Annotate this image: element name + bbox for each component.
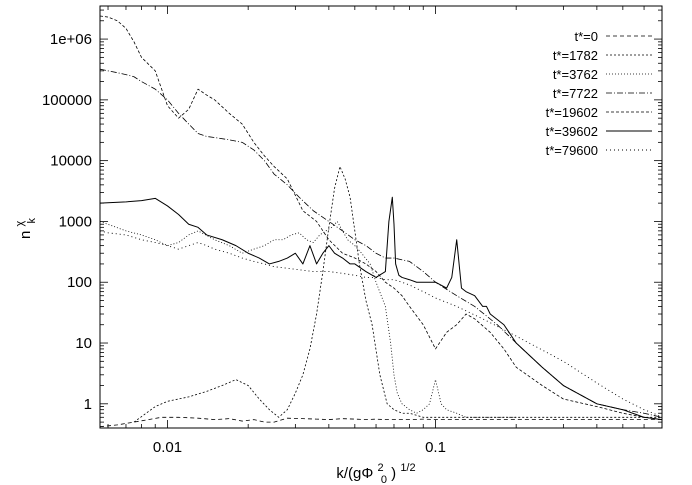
series-layer <box>100 15 662 428</box>
y-axis-label: n χ k <box>10 217 38 239</box>
x-axis-label-sup: 2 <box>378 462 384 474</box>
y-tick-label: 10 <box>75 335 92 352</box>
y-axis-label-sup: χ <box>14 220 26 226</box>
series-line-5 <box>100 196 662 421</box>
legend-label-3: t*=7722 <box>553 86 598 101</box>
legend-label-6: t*=79600 <box>546 143 598 158</box>
legend: t*=0 t*=1782 t*=3762 t*=7722 t*=19602 t*=3960… <box>546 29 652 158</box>
axis-ticks: 0.01 0.1 1 10 100 1000 10000 100000 1e+06 <box>42 6 662 456</box>
legend-label-5: t*=39602 <box>546 124 598 139</box>
x-axis-label: k/(gΦ 2 0 ) 1/2 <box>336 458 415 485</box>
legend-label-0: t*=0 <box>575 29 599 44</box>
x-tick-label: 0.1 <box>425 439 446 456</box>
series-line-0 <box>100 416 662 428</box>
legend-label-2: t*=3762 <box>553 67 598 82</box>
x-axis-label-sub: 0 <box>381 474 387 485</box>
series-line-6 <box>100 230 662 418</box>
series-line-3 <box>100 68 662 418</box>
y-tick-label: 10000 <box>50 153 92 170</box>
series-line-4 <box>100 15 662 420</box>
x-tick-label: 0.01 <box>153 439 182 456</box>
x-axis-label-base: k/(gΦ <box>336 465 373 482</box>
legend-label-1: t*=1782 <box>553 48 598 63</box>
x-axis-label-exp: 1/2 <box>400 462 415 474</box>
y-axis-label-base: n <box>17 231 34 239</box>
y-tick-label: 1e+06 <box>50 31 92 48</box>
y-tick-label: 100000 <box>42 92 92 109</box>
y-axis-label-sub: k <box>26 218 38 224</box>
plot-frame <box>99 5 663 429</box>
x-axis-label-close: ) <box>391 465 396 482</box>
legend-label-4: t*=19602 <box>546 105 598 120</box>
y-tick-label: 1000 <box>59 213 92 230</box>
y-tick-label: 1 <box>84 396 92 413</box>
y-tick-label: 100 <box>67 274 92 291</box>
series-line-1 <box>133 166 662 423</box>
